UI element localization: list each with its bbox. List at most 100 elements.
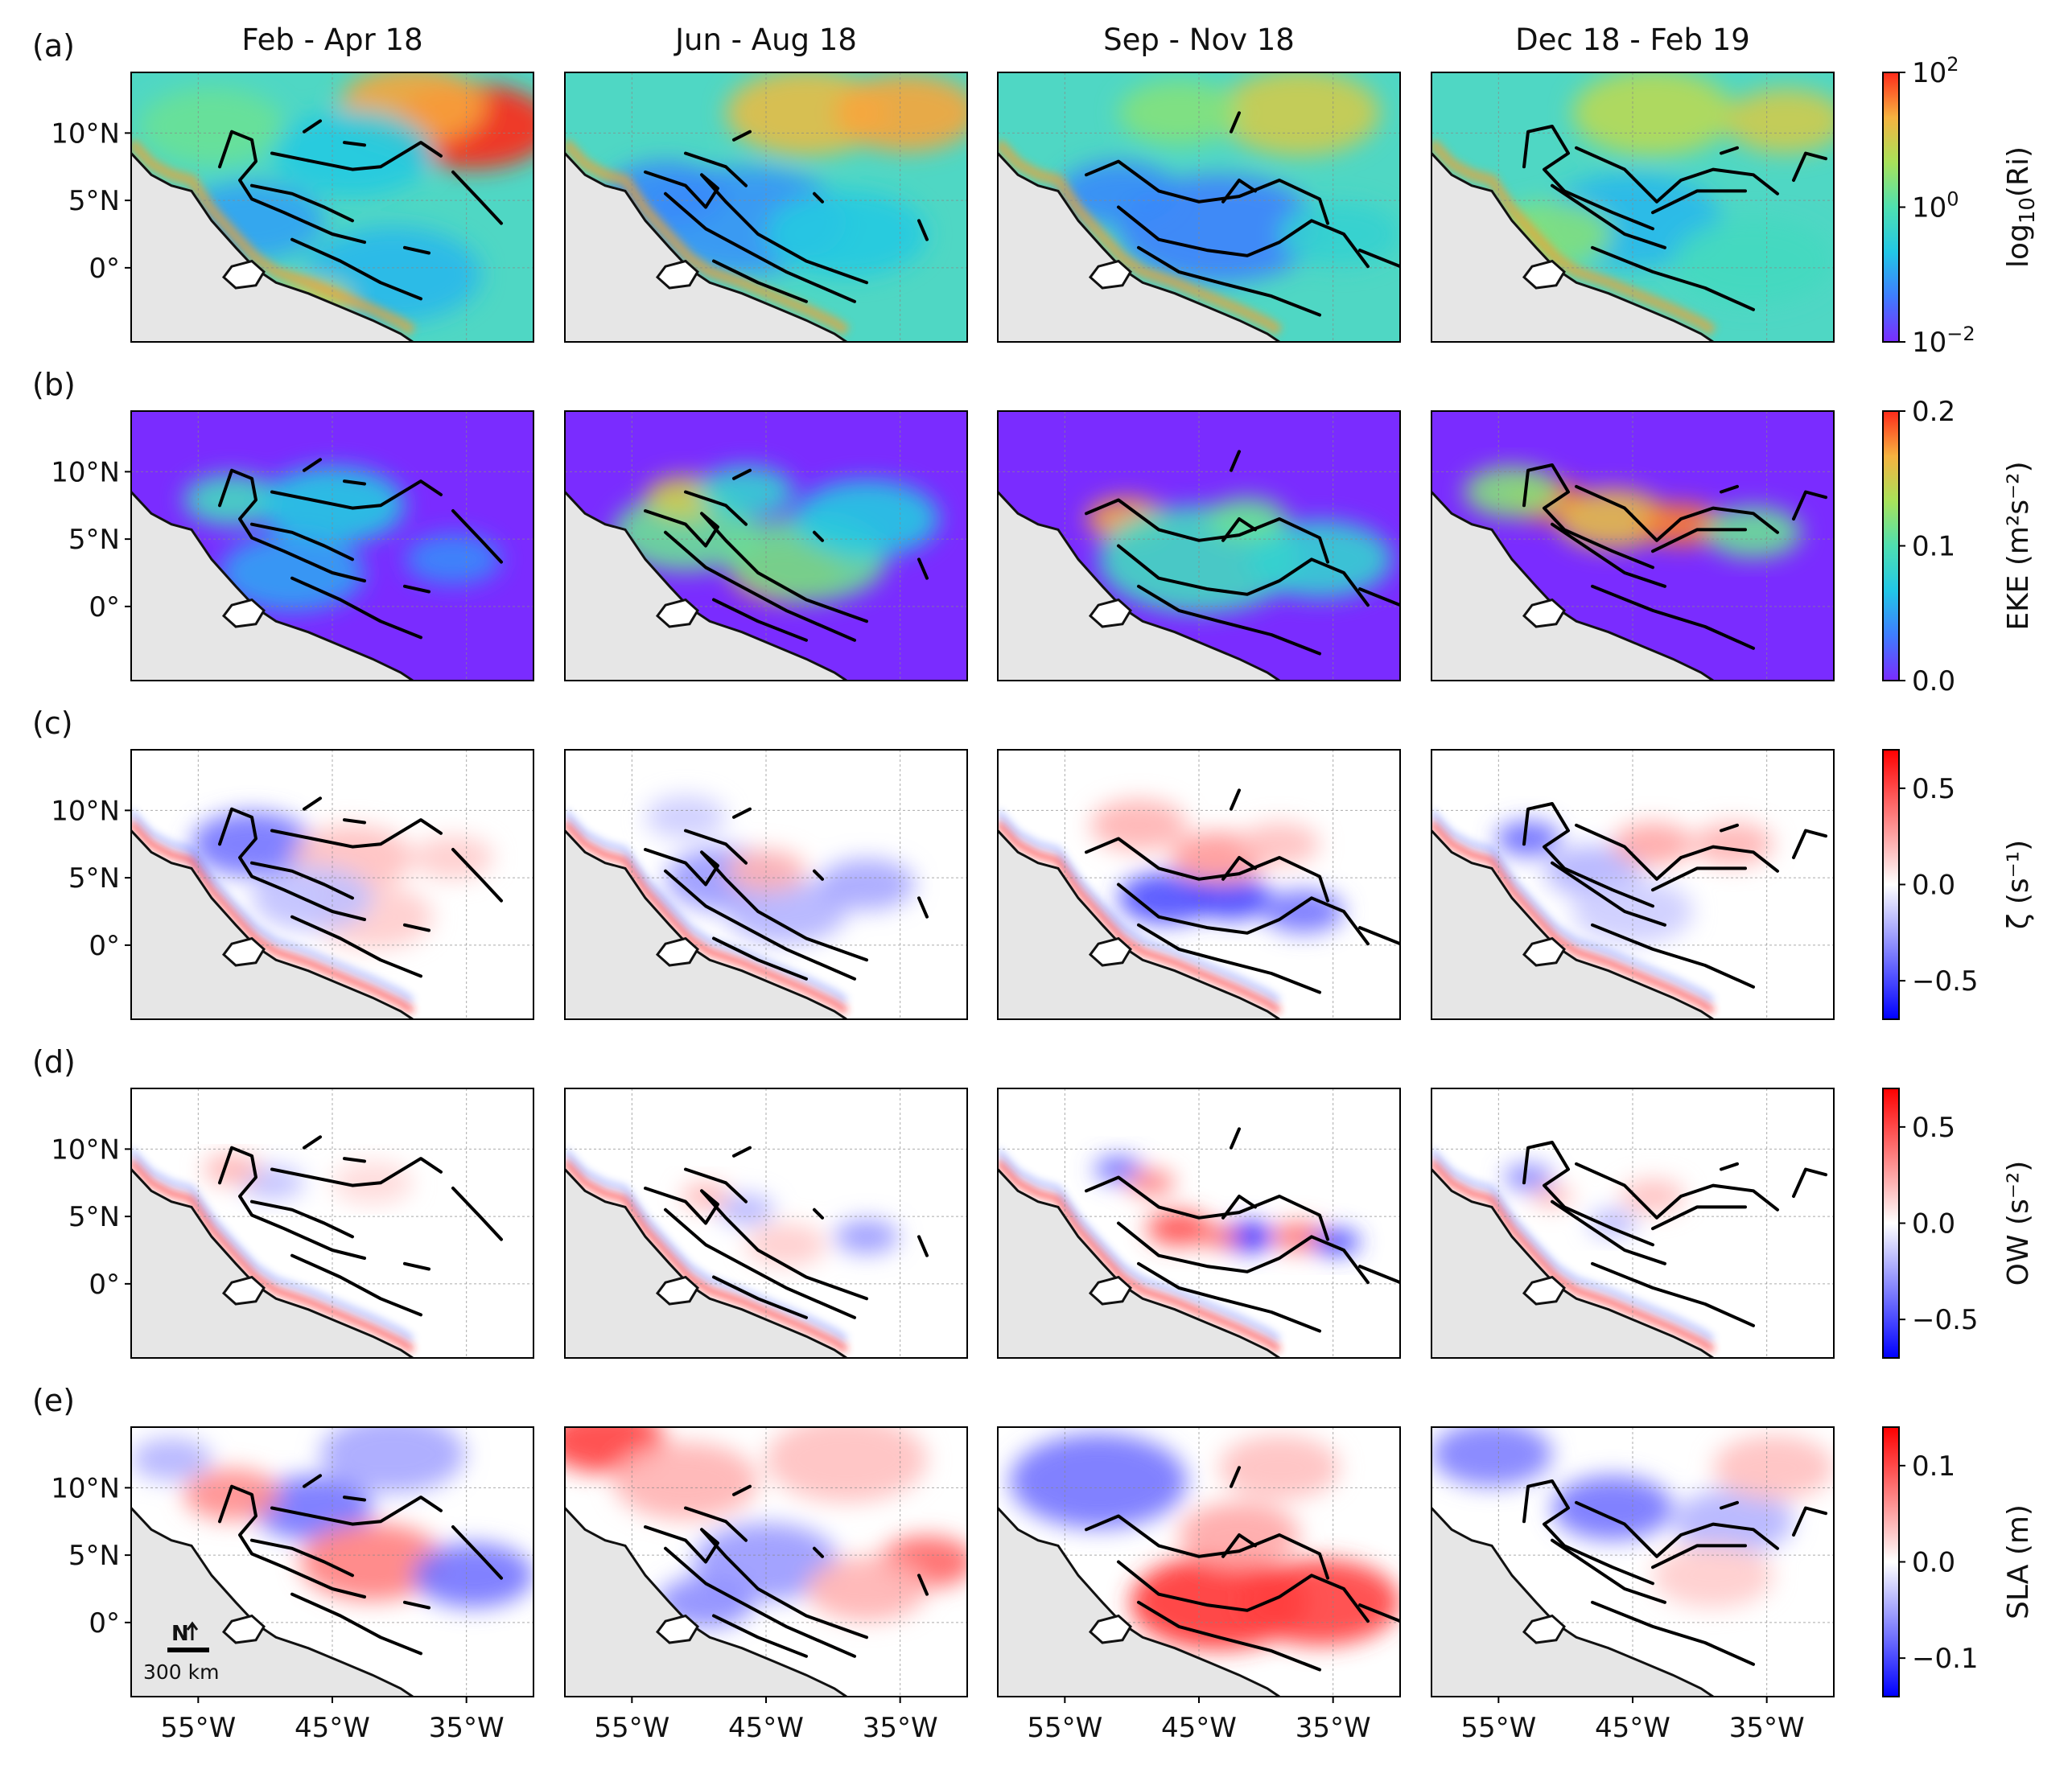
colorbar: 0.2 0.1 0.0 EKE (m²s⁻²)	[1882, 396, 2035, 697]
panel-frame	[130, 749, 534, 1020]
panel-frame	[564, 749, 968, 1020]
row-letter: (b)	[32, 367, 76, 402]
latitude-tick-label: 10°N	[51, 1472, 120, 1504]
land-mask	[998, 1169, 1279, 1358]
column-titles: Feb - Apr 18 Jun - Aug 18 Sep - Nov 18 D…	[241, 23, 1749, 57]
front-lines	[218, 1135, 503, 1317]
map-panel: 10°N 5°N 0°	[51, 749, 534, 1020]
land-mask	[565, 492, 847, 681]
field-anomalies	[1431, 1427, 1834, 1608]
map-panel	[997, 410, 1401, 681]
colorbar-tick-label: 102	[1912, 53, 1959, 89]
latitude-tick-label: 5°N	[68, 1201, 120, 1233]
front-lines	[1522, 802, 1827, 989]
land-mask	[1431, 492, 1713, 681]
longitude-tick-label: 45°W	[295, 1712, 370, 1744]
latitude-tick-label: 0°	[89, 930, 120, 962]
colorbar-tick-label: 10−2	[1912, 323, 1975, 359]
map-panel	[1431, 749, 1835, 1020]
longitude-tick-label: 35°W	[863, 1712, 938, 1744]
map-panel	[997, 72, 1401, 343]
panel-frame	[997, 410, 1401, 681]
colorbar-label: OW (s⁻²)	[2002, 1161, 2035, 1286]
colorbar-tick-label: 0.0	[1912, 870, 1955, 902]
panel-frame	[1431, 410, 1835, 681]
longitude-tick-label: 45°W	[1161, 1712, 1237, 1744]
land-mask	[1431, 1169, 1713, 1358]
front-lines	[1085, 111, 1400, 317]
island	[1522, 936, 1566, 967]
colorbar-tick-label: 0.1	[1912, 531, 1955, 563]
island	[221, 259, 266, 290]
field-anomalies	[565, 1427, 967, 1628]
longitude-tick-label: 55°W	[594, 1712, 669, 1744]
colorbar-tick-label: 0.0	[1912, 1208, 1955, 1240]
front-lines	[644, 807, 929, 981]
north-arrow-icon	[186, 1621, 199, 1640]
island	[221, 598, 266, 628]
front-lines	[218, 119, 503, 301]
land-mask	[998, 153, 1279, 342]
island	[1522, 598, 1566, 628]
front-lines	[644, 130, 929, 303]
map-panel: 10°N 5°N 0° N 300 km	[51, 1426, 534, 1697]
field-anomalies	[183, 467, 501, 612]
scale-bar-label: 300 km	[143, 1660, 220, 1684]
front-lines	[1085, 1466, 1400, 1672]
longitude-tick-label: 35°W	[1729, 1712, 1805, 1744]
latitude-tick-label: 0°	[89, 253, 120, 285]
map-panel	[1431, 1426, 1835, 1697]
row-letter: (c)	[32, 706, 73, 741]
colorbar: 0.5 0.0 −0.5 ζ (s⁻¹)	[1882, 749, 2035, 1020]
colorbar-tick-label: 0.5	[1912, 773, 1955, 805]
land-mask	[998, 492, 1279, 681]
panel-row: (e) 10°N 5°N 0° N 300 km 0.1 0.0 −0.1 SLA (m)	[32, 1383, 2035, 1697]
colorbar-gradient	[1882, 749, 1900, 1020]
island	[221, 936, 266, 967]
latitude-tick-label: 5°N	[68, 1540, 120, 1572]
panel-frame	[1431, 1088, 1835, 1359]
front-lines	[1085, 1127, 1400, 1333]
colorbar-gradient	[1882, 1088, 1900, 1359]
panel-frame	[997, 72, 1401, 343]
island	[655, 936, 699, 967]
front-lines	[1085, 450, 1400, 656]
island	[655, 259, 699, 290]
map-panel	[997, 1426, 1401, 1697]
colorbar-gradient	[1882, 1426, 1900, 1697]
colorbar-tick-label: 0.1	[1912, 1450, 1955, 1483]
row-letter: (e)	[32, 1383, 75, 1418]
island	[655, 598, 699, 628]
map-panel	[997, 749, 1401, 1020]
front-lines	[644, 1484, 929, 1658]
map-panel	[1431, 72, 1835, 343]
longitude-tick-label: 35°W	[1296, 1712, 1371, 1744]
colorbar-tick-label: 0.0	[1912, 665, 1955, 697]
colorbar-tick-label: −0.1	[1912, 1643, 1979, 1675]
longitude-tick-label: 45°W	[1595, 1712, 1670, 1744]
map-panel	[564, 72, 968, 343]
colorbar: 0.5 0.0 −0.5 OW (s⁻²)	[1882, 1088, 2035, 1359]
panel-row: (a) 10°N 5°N 0° 102 100 10−2 log10(Ri)	[32, 28, 2040, 359]
island	[1088, 936, 1132, 967]
longitude-tick-label: 55°W	[160, 1712, 236, 1744]
panel-row: (d) 10°N 5°N 0° 0.5 0.0 −0.5 OW (s⁻²)	[32, 1044, 2035, 1359]
front-lines	[1522, 1141, 1827, 1327]
panel-frame	[997, 749, 1401, 1020]
map-panel: 10°N 5°N 0°	[51, 72, 534, 343]
column-title: Dec 18 - Feb 19	[1515, 23, 1750, 57]
longitude-tick-label: 45°W	[728, 1712, 804, 1744]
front-lines	[218, 796, 503, 978]
land-mask	[131, 492, 413, 681]
colorbar: 102 100 10−2 log10(Ri)	[1882, 53, 2040, 359]
panel-row: (c) 10°N 5°N 0° 0.5 0.0 −0.5 ζ (s⁻¹)	[32, 706, 2035, 1020]
land-mask	[998, 1508, 1279, 1697]
panel-frame	[564, 410, 968, 681]
latitude-tick-label: 10°N	[51, 1133, 120, 1166]
island	[1088, 259, 1132, 290]
island	[1522, 259, 1566, 290]
front-lines	[1522, 125, 1827, 311]
colorbar-tick-label: 0.5	[1912, 1112, 1955, 1144]
latitude-tick-label: 10°N	[51, 795, 120, 827]
map-panel	[564, 410, 968, 681]
